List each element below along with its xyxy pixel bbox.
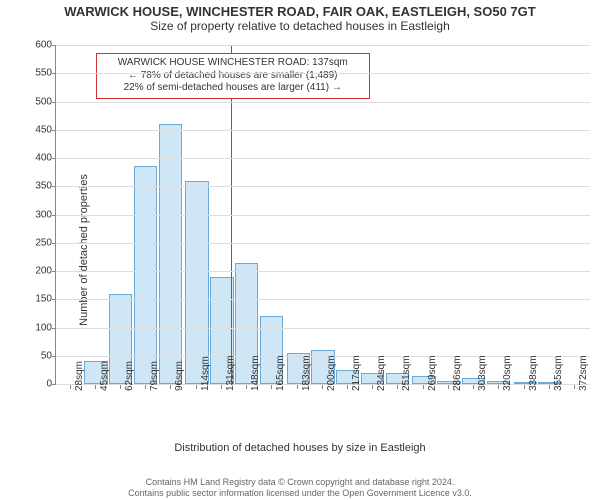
y-tick-label: 0 <box>46 379 52 390</box>
y-tick-mark <box>52 356 56 357</box>
y-tick-label: 350 <box>35 181 52 192</box>
y-tick-mark <box>52 130 56 131</box>
histogram-bar <box>185 181 208 384</box>
annotation-line2: ← 78% of detached houses are smaller (1,… <box>103 70 363 83</box>
y-tick-label: 450 <box>35 124 52 135</box>
y-tick-mark <box>52 271 56 272</box>
x-tick-mark <box>524 385 525 389</box>
x-tick-mark <box>322 385 323 389</box>
y-tick-mark <box>52 186 56 187</box>
annotation-box: WARWICK HOUSE WINCHESTER ROAD: 137sqm ← … <box>96 53 370 99</box>
y-tick-mark <box>52 102 56 103</box>
annotation-line1: WARWICK HOUSE WINCHESTER ROAD: 137sqm <box>103 57 363 70</box>
plot-wrap: Number of detached properties WARWICK HO… <box>0 40 600 460</box>
y-tick-label: 550 <box>35 68 52 79</box>
gridline-h <box>56 158 590 159</box>
footer-line1: Contains HM Land Registry data © Crown c… <box>0 477 600 488</box>
x-ticks: 28sqm45sqm62sqm79sqm96sqm114sqm131sqm148… <box>55 385 590 440</box>
footer-line2: Contains public sector information licen… <box>0 488 600 499</box>
chart-container: WARWICK HOUSE, WINCHESTER ROAD, FAIR OAK… <box>0 0 600 500</box>
x-tick-mark <box>549 385 550 389</box>
gridline-h <box>56 328 590 329</box>
x-tick-mark <box>372 385 373 389</box>
y-tick-mark <box>52 215 56 216</box>
x-tick-mark <box>574 385 575 389</box>
x-tick-mark <box>397 385 398 389</box>
x-tick-mark <box>423 385 424 389</box>
chart-title: WARWICK HOUSE, WINCHESTER ROAD, FAIR OAK… <box>0 0 600 19</box>
histogram-bar <box>159 124 182 384</box>
x-tick-mark <box>271 385 272 389</box>
x-tick-mark <box>297 385 298 389</box>
y-tick-label: 100 <box>35 322 52 333</box>
x-tick-mark <box>221 385 222 389</box>
y-tick-label: 600 <box>35 40 52 51</box>
chart-subtitle: Size of property relative to detached ho… <box>0 19 600 35</box>
y-tick-label: 250 <box>35 237 52 248</box>
gridline-h <box>56 45 590 46</box>
gridline-h <box>56 186 590 187</box>
y-tick-mark <box>52 328 56 329</box>
y-tick-mark <box>52 158 56 159</box>
gridline-h <box>56 102 590 103</box>
y-tick-label: 200 <box>35 266 52 277</box>
x-tick-mark <box>498 385 499 389</box>
x-axis-label: Distribution of detached houses by size … <box>0 442 600 454</box>
x-tick-mark <box>473 385 474 389</box>
x-tick-mark <box>170 385 171 389</box>
x-tick-mark <box>120 385 121 389</box>
y-tick-label: 300 <box>35 209 52 220</box>
x-tick-mark <box>347 385 348 389</box>
plot-area: WARWICK HOUSE WINCHESTER ROAD: 137sqm ← … <box>55 45 590 385</box>
histogram-bar <box>134 166 157 384</box>
y-tick-mark <box>52 243 56 244</box>
gridline-h <box>56 130 590 131</box>
y-tick-mark <box>52 45 56 46</box>
gridline-h <box>56 299 590 300</box>
y-tick-mark <box>52 73 56 74</box>
x-tick-mark <box>196 385 197 389</box>
x-tick-mark <box>70 385 71 389</box>
annotation-line3: 22% of semi-detached houses are larger (… <box>103 82 363 95</box>
x-tick-mark <box>145 385 146 389</box>
gridline-h <box>56 271 590 272</box>
gridline-h <box>56 243 590 244</box>
footer-attribution: Contains HM Land Registry data © Crown c… <box>0 477 600 499</box>
y-tick-label: 150 <box>35 294 52 305</box>
y-tick-label: 50 <box>41 350 52 361</box>
y-tick-mark <box>52 299 56 300</box>
x-tick-mark <box>448 385 449 389</box>
y-tick-label: 400 <box>35 153 52 164</box>
x-tick-mark <box>95 385 96 389</box>
gridline-h <box>56 215 590 216</box>
gridline-h <box>56 73 590 74</box>
x-tick-mark <box>246 385 247 389</box>
y-tick-label: 500 <box>35 96 52 107</box>
